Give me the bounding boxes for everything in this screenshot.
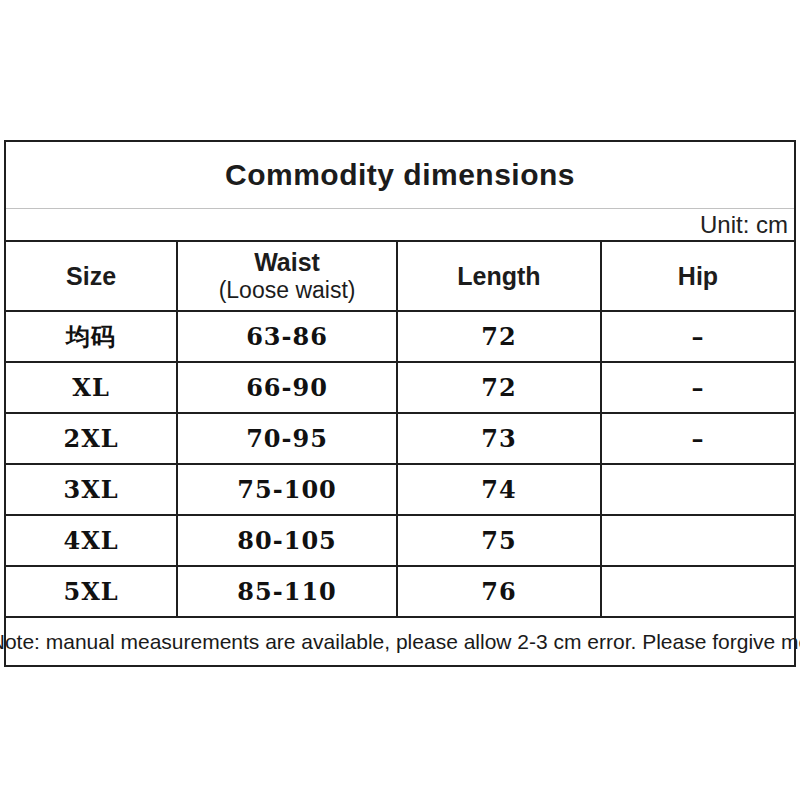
table-row: XL 66-90 72 – bbox=[6, 363, 794, 414]
table-row: 3XL 75-100 74 bbox=[6, 465, 794, 516]
column-header-label: Length bbox=[457, 262, 540, 291]
cell-waist: 85-110 bbox=[178, 567, 398, 618]
cell-length: 72 bbox=[398, 363, 602, 414]
table-note-row: Note: manual measurements are available,… bbox=[6, 618, 794, 665]
cell-size: 3XL bbox=[6, 465, 178, 516]
cell-size: XL bbox=[6, 363, 178, 414]
cell-waist: 80-105 bbox=[178, 516, 398, 567]
cell-hip bbox=[602, 465, 794, 516]
cell-waist: 70-95 bbox=[178, 414, 398, 465]
cell-hip: – bbox=[602, 414, 794, 465]
cell-waist: 63-86 bbox=[178, 312, 398, 363]
table-row: 4XL 80-105 75 bbox=[6, 516, 794, 567]
table-row: 均码 63-86 72 – bbox=[6, 312, 794, 363]
table-header-row: Size Waist (Loose waist) Length Hip bbox=[6, 242, 794, 312]
cell-hip bbox=[602, 567, 794, 618]
cell-size: 2XL bbox=[6, 414, 178, 465]
cell-waist: 66-90 bbox=[178, 363, 398, 414]
unit-label: Unit: cm bbox=[700, 211, 788, 239]
cell-waist: 75-100 bbox=[178, 465, 398, 516]
column-header-sublabel: (Loose waist) bbox=[219, 277, 356, 303]
cell-size: 4XL bbox=[6, 516, 178, 567]
column-header-label: Hip bbox=[678, 262, 718, 291]
cell-hip bbox=[602, 516, 794, 567]
cell-length: 75 bbox=[398, 516, 602, 567]
size-chart-table: Commodity dimensions Unit: cm Size Waist… bbox=[4, 140, 796, 667]
cell-length: 74 bbox=[398, 465, 602, 516]
cell-size: 均码 bbox=[6, 312, 178, 363]
cell-size: 5XL bbox=[6, 567, 178, 618]
column-header-size: Size bbox=[6, 242, 178, 312]
column-header-label: Waist bbox=[254, 248, 320, 277]
table-row: 5XL 85-110 76 bbox=[6, 567, 794, 618]
table-row: 2XL 70-95 73 – bbox=[6, 414, 794, 465]
cell-length: 76 bbox=[398, 567, 602, 618]
cell-length: 73 bbox=[398, 414, 602, 465]
note-text: Note: manual measurements are available,… bbox=[0, 630, 800, 654]
unit-row: Unit: cm bbox=[6, 209, 794, 242]
column-header-length: Length bbox=[398, 242, 602, 312]
size-chart-page: Commodity dimensions Unit: cm Size Waist… bbox=[0, 0, 800, 800]
table-title: Commodity dimensions bbox=[225, 158, 575, 192]
cell-hip: – bbox=[602, 312, 794, 363]
cell-length: 72 bbox=[398, 312, 602, 363]
column-header-label: Size bbox=[66, 262, 116, 291]
column-header-waist: Waist (Loose waist) bbox=[178, 242, 398, 312]
column-header-hip: Hip bbox=[602, 242, 794, 312]
cell-hip: – bbox=[602, 363, 794, 414]
table-title-row: Commodity dimensions bbox=[6, 142, 794, 209]
